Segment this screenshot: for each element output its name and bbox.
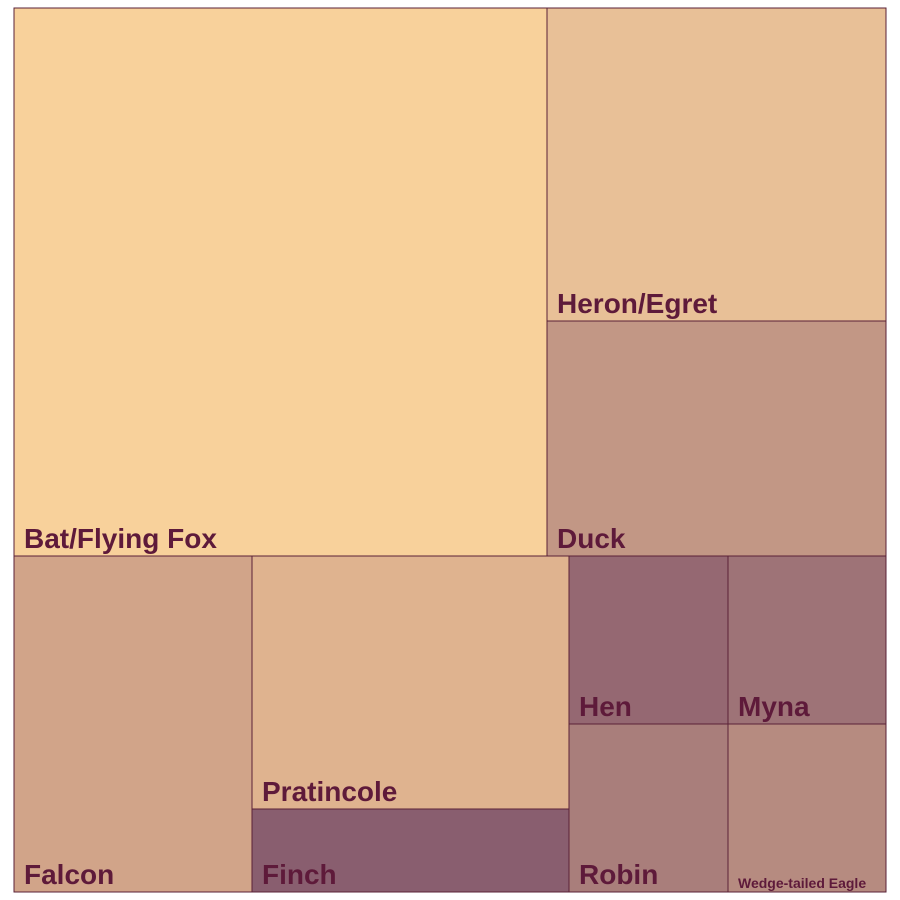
treemap-cell-heron-egret [546, 7, 887, 322]
treemap-label-heron-egret: Heron/Egret [557, 288, 717, 319]
treemap-cell-falcon [13, 555, 253, 893]
treemap-label-myna: Myna [738, 691, 810, 722]
treemap-label-robin: Robin [579, 859, 658, 890]
treemap-label-pratincole: Pratincole [262, 776, 397, 807]
treemap-cell-finch [251, 808, 570, 893]
treemap-cell-pratincole [251, 555, 570, 810]
treemap-label-wedge-tailed-eagle: Wedge-tailed Eagle [738, 875, 866, 891]
treemap-label-finch: Finch [262, 859, 337, 890]
treemap-label-falcon: Falcon [24, 859, 114, 890]
treemap-cell-myna [727, 555, 887, 725]
treemap-cell-bat-flying-fox [13, 7, 548, 557]
treemap-labels: Bat/Flying Fox Heron/Egret Duck Falcon Prati… [24, 288, 866, 891]
treemap-cell-robin [568, 723, 729, 893]
treemap-label-bat-flying-fox: Bat/Flying Fox [24, 523, 217, 554]
treemap-cells [13, 7, 887, 893]
treemap-cell-wedge-tailed-eagle [727, 723, 887, 893]
treemap-cell-duck [546, 320, 887, 557]
treemap-label-hen: Hen [579, 691, 632, 722]
treemap-cell-hen [568, 555, 729, 725]
treemap-label-duck: Duck [557, 523, 626, 554]
